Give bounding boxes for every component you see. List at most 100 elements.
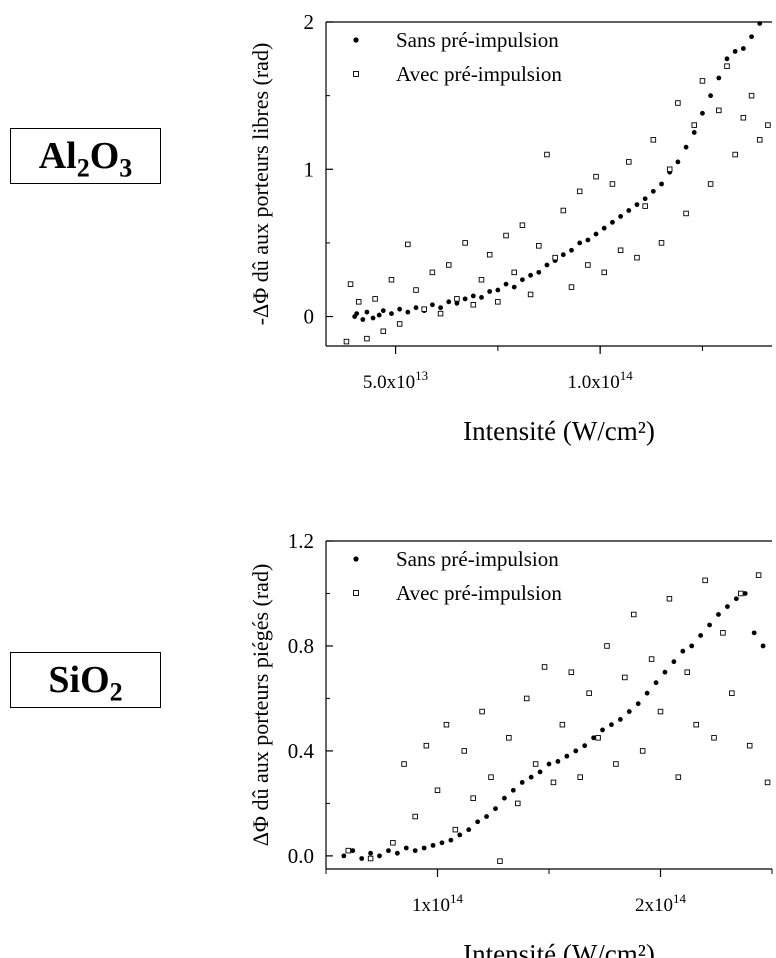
legend-marker-open (353, 590, 359, 596)
legend-marker-open (353, 71, 359, 77)
data-point (634, 254, 640, 261)
data-point (519, 780, 525, 785)
data-point (577, 240, 583, 246)
data-point (700, 110, 705, 116)
data-point (421, 845, 427, 851)
data-point (541, 664, 548, 670)
data-point (380, 308, 386, 314)
data-point (413, 305, 419, 311)
data-point (569, 247, 574, 253)
data-point (748, 92, 755, 99)
data-point (413, 287, 419, 293)
data-point (437, 310, 444, 317)
data-point (487, 289, 493, 294)
data-point (671, 659, 677, 665)
data-point (675, 100, 681, 106)
data-point (503, 232, 509, 239)
data-point (390, 840, 396, 846)
data-point (642, 203, 648, 209)
data-point (740, 46, 746, 51)
data-point (720, 630, 726, 636)
data-point (470, 293, 476, 299)
data-point (388, 276, 395, 283)
data-point (479, 295, 484, 300)
data-point (389, 311, 394, 316)
data-point (585, 262, 591, 268)
series-sans-pre-impulsion (341, 591, 766, 861)
data-point (707, 181, 714, 187)
series-sans-pre-impulsion (352, 21, 763, 322)
data-point (523, 695, 530, 702)
data-point (600, 727, 605, 733)
data-point (446, 299, 452, 305)
data-point (653, 680, 659, 686)
data-point (573, 748, 579, 754)
data-point (412, 813, 418, 820)
data-point (630, 611, 637, 618)
data-point (536, 243, 542, 249)
data-point (760, 643, 766, 649)
data-point (511, 269, 517, 276)
data-point (675, 774, 682, 780)
data-point (595, 735, 601, 741)
data-point (376, 312, 382, 318)
data-point (429, 302, 435, 308)
data-point (343, 338, 350, 345)
data-point (716, 107, 722, 114)
data-point (729, 690, 735, 696)
data-point (439, 840, 445, 846)
data-point (359, 856, 365, 861)
data-point (443, 721, 450, 728)
data-point (626, 159, 632, 165)
data-point (377, 853, 382, 859)
data-point (699, 78, 706, 84)
data-point (350, 848, 356, 854)
data-point (658, 240, 665, 246)
y-axis-label: ΔΦ dû aux porteurs piégés (rad) (248, 564, 273, 847)
data-point (454, 296, 460, 302)
data-point (764, 779, 771, 786)
data-point (626, 709, 632, 714)
data-point (429, 269, 436, 276)
data-point (765, 122, 771, 128)
data-point (403, 845, 409, 851)
data-point (355, 299, 362, 305)
data-point (397, 306, 403, 312)
x-tick-label: 1x1014 (412, 891, 464, 916)
data-point (650, 137, 657, 143)
data-point (749, 34, 754, 40)
y-tick-label: 1.2 (288, 529, 314, 553)
y-tick-label: 0.8 (288, 634, 314, 658)
data-point (666, 166, 673, 173)
data-point (544, 151, 550, 158)
data-point (367, 855, 374, 862)
data-point (495, 287, 501, 293)
data-point (622, 674, 628, 681)
data-point (405, 241, 411, 248)
series-avec-pre-impulsion (345, 572, 771, 864)
x-tick-label: 5.0x1013 (363, 368, 428, 393)
data-point (604, 643, 610, 649)
data-point (510, 787, 516, 793)
legend-label: Sans pré-impulsion (396, 28, 559, 52)
data-point (515, 800, 521, 807)
data-point (345, 847, 352, 854)
data-point (364, 309, 370, 315)
data-point (462, 296, 468, 302)
data-point (438, 305, 443, 311)
legend-label: Avec pré-impulsion (396, 581, 562, 605)
data-point (740, 114, 747, 121)
data-point (457, 832, 463, 838)
data-point (609, 181, 616, 187)
data-point (601, 225, 607, 231)
data-point (711, 735, 717, 741)
data-point (609, 722, 614, 728)
data-point (585, 237, 591, 243)
data-point (546, 761, 552, 767)
data-point (486, 251, 493, 258)
data-point (617, 247, 624, 254)
data-point (657, 708, 664, 715)
data-point (430, 842, 436, 848)
y-axis-label: -ΔΦ dû aux porteurs libres (rad) (248, 43, 273, 326)
series-avec-pre-impulsion (343, 63, 771, 345)
